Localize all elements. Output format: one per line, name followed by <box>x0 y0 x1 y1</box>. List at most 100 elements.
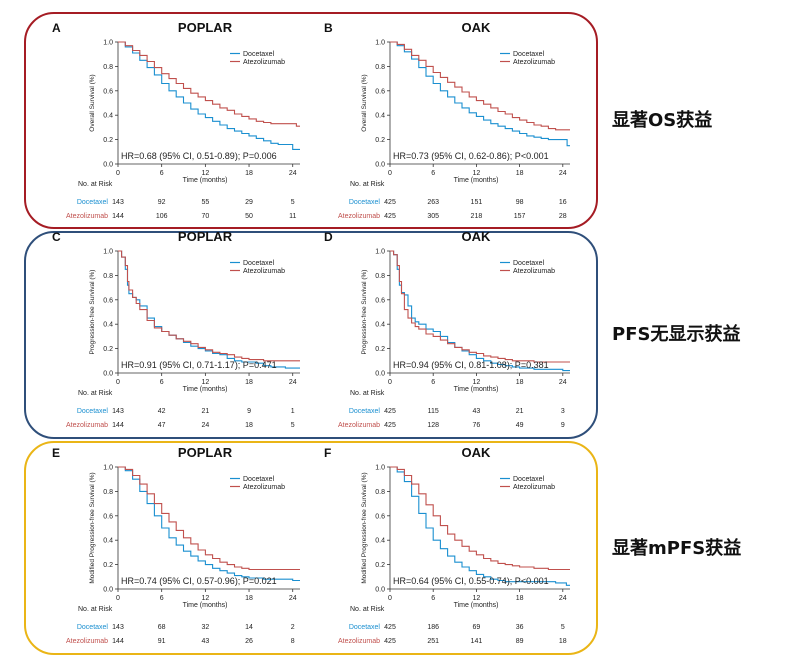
risk-count: 3 <box>561 408 565 415</box>
y-tick-label: 0.4 <box>103 538 113 545</box>
chart-title-a: POPLAR <box>178 20 233 35</box>
y-tick-label: 0.6 <box>103 88 113 95</box>
risk-table-title-c: No. at Risk <box>78 390 113 397</box>
y-tick-label: 0.6 <box>103 513 113 520</box>
risk-count: 98 <box>516 199 524 206</box>
risk-count: 425 <box>384 422 396 429</box>
x-tick-label: 12 <box>473 595 481 602</box>
y-tick-label: 1.0 <box>375 465 385 472</box>
risk-count: 144 <box>112 213 124 220</box>
x-tick-label: 0 <box>116 379 120 386</box>
x-tick-label: 24 <box>289 379 297 386</box>
risk-count: 9 <box>247 408 251 415</box>
risk-count: 143 <box>112 624 124 631</box>
risk-row-label-atezolizumab: Atezolizumab <box>66 213 108 220</box>
y-tick-label: 0.2 <box>103 137 113 144</box>
risk-count: 76 <box>473 422 481 429</box>
risk-count: 5 <box>291 199 295 206</box>
chart-title-c: POPLAR <box>178 229 233 244</box>
x-tick-label: 18 <box>245 379 253 386</box>
legend-label-atezolizumab: Atezolizumab <box>513 59 555 66</box>
risk-count: 251 <box>427 638 439 645</box>
y-tick-label: 1.0 <box>103 249 113 256</box>
panel-letter-b: B <box>324 21 333 35</box>
risk-count: 36 <box>516 624 524 631</box>
legend-label-atezolizumab: Atezolizumab <box>243 268 285 275</box>
x-tick-label: 6 <box>431 595 435 602</box>
y-tick-label: 0.4 <box>375 538 385 545</box>
km-curve-docetaxel-b <box>390 41 570 147</box>
risk-count: 8 <box>291 638 295 645</box>
x-tick-label: 18 <box>245 170 253 177</box>
y-tick-label: 0.0 <box>103 587 113 594</box>
km-curve-atezolizumab-c <box>118 250 300 362</box>
risk-count: 425 <box>384 213 396 220</box>
risk-row-label-atezolizumab: Atezolizumab <box>66 638 108 645</box>
y-tick-label: 0.8 <box>103 489 113 496</box>
y-axis-label-c: Progression-free Survival (%) <box>89 270 96 355</box>
km-curve-atezolizumab-d <box>390 250 570 363</box>
y-tick-label: 1.0 <box>375 249 385 256</box>
y-tick-label: 0.0 <box>375 371 385 378</box>
y-axis-label-d: Progression-free Survival (%) <box>361 270 368 355</box>
risk-count: 115 <box>428 408 439 415</box>
x-tick-label: 12 <box>201 379 209 386</box>
x-tick-label: 18 <box>516 595 524 602</box>
risk-row-label-docetaxel: Docetaxel <box>349 408 381 415</box>
x-tick-label: 6 <box>160 595 164 602</box>
risk-count: 68 <box>158 624 166 631</box>
y-tick-label: 0.4 <box>103 322 113 329</box>
risk-count: 143 <box>112 199 124 206</box>
y-tick-label: 0.6 <box>103 297 113 304</box>
x-axis-label-c: Time (months) <box>183 386 228 393</box>
risk-count: 143 <box>112 408 124 415</box>
risk-count: 425 <box>384 408 396 415</box>
y-tick-label: 0.0 <box>103 371 113 378</box>
y-tick-label: 0.0 <box>103 162 113 169</box>
risk-row-label-docetaxel: Docetaxel <box>77 408 109 415</box>
hr-text-f: HR=0.64 (95% CI, 0.55-0.74); P<0.001 <box>393 576 549 586</box>
panel-letter-d: D <box>324 230 333 244</box>
legend-label-docetaxel: Docetaxel <box>513 260 545 267</box>
hr-text-c: HR=0.91 (95% CI, 0.71-1.17); P=0.471 <box>121 360 277 370</box>
y-tick-label: 0.4 <box>103 113 113 120</box>
legend-label-docetaxel: Docetaxel <box>243 476 275 483</box>
annotation-os: 显著OS获益 <box>612 110 713 131</box>
risk-count: 21 <box>516 408 524 415</box>
risk-count: 29 <box>245 199 253 206</box>
legend-label-docetaxel: Docetaxel <box>513 476 545 483</box>
km-curve-atezolizumab-a <box>118 41 300 127</box>
risk-count: 55 <box>201 199 209 206</box>
x-axis-label-e: Time (months) <box>183 602 228 609</box>
legend-label-atezolizumab: Atezolizumab <box>243 484 285 491</box>
risk-row-label-docetaxel: Docetaxel <box>349 624 381 631</box>
risk-row-label-docetaxel: Docetaxel <box>77 199 109 206</box>
y-axis-label-e: Modified Progression-free Survival (%) <box>89 472 96 583</box>
legend-label-atezolizumab: Atezolizumab <box>513 268 555 275</box>
y-tick-label: 0.2 <box>375 346 385 353</box>
risk-count: 50 <box>245 213 253 220</box>
risk-count: 26 <box>245 638 253 645</box>
legend-label-atezolizumab: Atezolizumab <box>513 484 555 491</box>
risk-count: 186 <box>427 624 439 631</box>
risk-count: 144 <box>112 422 124 429</box>
hr-text-b: HR=0.73 (95% CI, 0.62-0.86); P<0.001 <box>393 151 549 161</box>
x-tick-label: 24 <box>559 595 567 602</box>
x-tick-label: 18 <box>516 170 524 177</box>
y-tick-label: 0.6 <box>375 297 385 304</box>
risk-table-title-b: No. at Risk <box>350 181 385 188</box>
y-tick-label: 0.4 <box>375 113 385 120</box>
hr-text-d: HR=0.94 (95% CI, 0.81-1.08); P=0.381 <box>393 360 549 370</box>
risk-count: 43 <box>473 408 481 415</box>
km-curve-docetaxel-f <box>390 466 570 586</box>
x-tick-label: 18 <box>245 595 253 602</box>
chart-title-e: POPLAR <box>178 445 233 460</box>
hr-text-e: HR=0.74 (95% CI, 0.57-0.96); P=0.021 <box>121 576 277 586</box>
risk-row-label-atezolizumab: Atezolizumab <box>338 422 380 429</box>
risk-row-label-docetaxel: Docetaxel <box>77 624 109 631</box>
risk-count: 43 <box>201 638 209 645</box>
risk-count: 425 <box>384 199 396 206</box>
y-tick-label: 0.2 <box>375 562 385 569</box>
chart-title-f: OAK <box>462 445 492 460</box>
legend-label-docetaxel: Docetaxel <box>243 260 275 267</box>
